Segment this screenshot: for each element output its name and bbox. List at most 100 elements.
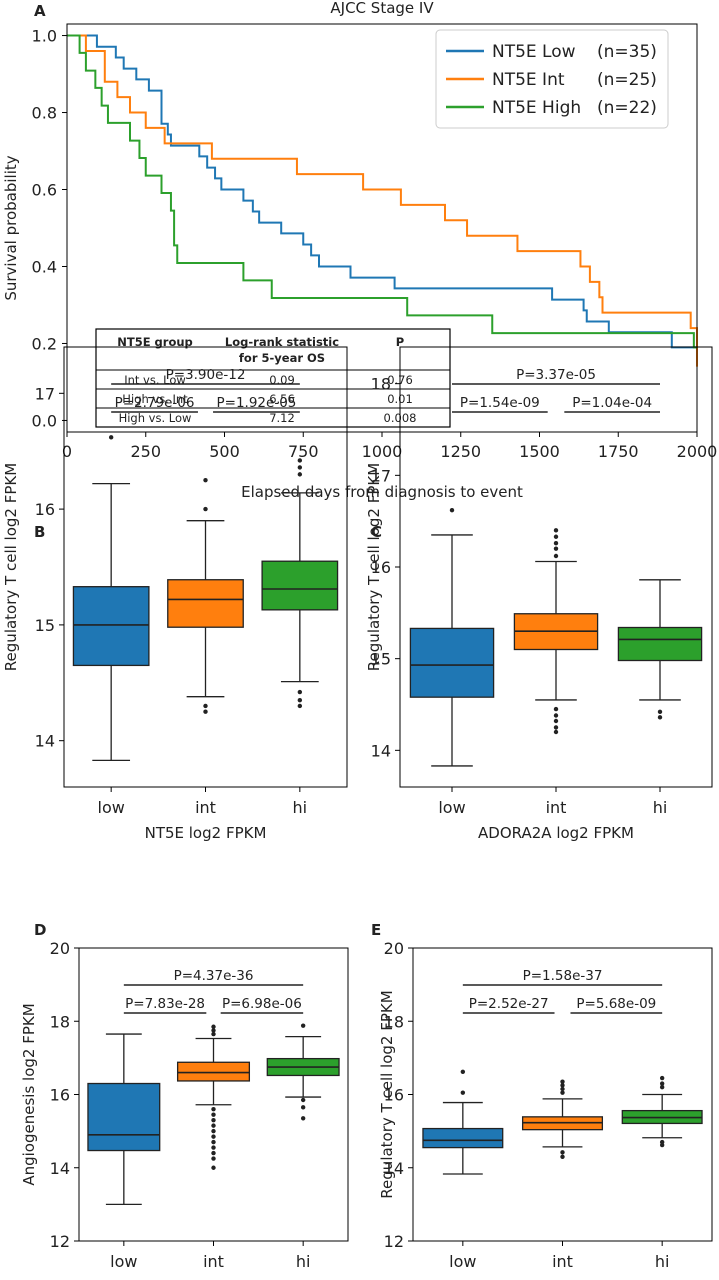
legend: NT5E Low (n=35) NT5E Int (n=25) NT5E High (n=… xyxy=(435,29,669,129)
legend-label: NT5E Int xyxy=(492,70,565,90)
outlier-point xyxy=(553,706,559,712)
box-low xyxy=(72,435,150,762)
y-tick-label: 16 xyxy=(50,1086,70,1105)
y-tick-label: 17 xyxy=(371,466,391,485)
outlier-point xyxy=(211,1134,216,1139)
y-axis-label: Regulatory T cell log2 FPKM xyxy=(378,990,396,1198)
table-cell: High vs. Int xyxy=(122,392,188,406)
outlier-point xyxy=(300,1023,306,1028)
y-tick-label: 16 xyxy=(384,1086,404,1105)
outlier-point xyxy=(553,546,559,551)
p-value-label: P=1.04e-04 xyxy=(572,395,652,411)
box-hi xyxy=(617,579,703,720)
p-value-label: P=7.83e-28 xyxy=(125,996,205,1012)
outlier-point xyxy=(659,1084,665,1090)
p-value-label: P=5.68e-09 xyxy=(576,996,656,1012)
x-tick-label: 2000 xyxy=(677,442,718,461)
outlier-point xyxy=(560,1086,565,1092)
outlier-point xyxy=(560,1090,565,1095)
outlier-point xyxy=(553,729,559,735)
outlier-point xyxy=(300,1105,306,1110)
box-iqr xyxy=(72,586,150,667)
y-tick-label: 14 xyxy=(384,1159,404,1178)
legend-box xyxy=(435,29,669,129)
outlier-point xyxy=(211,1165,216,1170)
table-header: P xyxy=(396,335,404,349)
outlier-point xyxy=(211,1106,216,1112)
y-tick-label: 0.6 xyxy=(32,181,57,200)
x-tick-label: int xyxy=(546,798,567,817)
box-iqr xyxy=(167,579,244,628)
box-iqr xyxy=(176,1061,251,1082)
legend-count: (n=25) xyxy=(597,70,657,90)
y-tick-label: 20 xyxy=(50,939,70,958)
box-iqr xyxy=(87,1082,161,1152)
x-axis-label: ADORA2A log2 FPKM xyxy=(136,1278,292,1280)
outlier-point xyxy=(659,1142,665,1148)
outlier-point xyxy=(211,1112,216,1117)
panel-e-boxplot: E P=2.52e-27 P=5.68e-09 P=1.58e-37 12 14 16 18 2… xyxy=(371,921,713,1280)
outlier-point xyxy=(300,1116,306,1121)
outlier-point xyxy=(297,458,303,463)
x-tick-label: hi xyxy=(653,798,668,817)
x-tick-label: hi xyxy=(655,1252,670,1271)
outlier-point xyxy=(560,1150,565,1155)
box-iqr xyxy=(422,1127,504,1149)
panel-d-boxplot: D P=7.83e-28 P=6.98e-06 P=4.37e-36 12 14 16 18 2… xyxy=(20,921,349,1280)
x-tick-label: low xyxy=(449,1252,476,1271)
legend-count: (n=35) xyxy=(597,42,657,62)
y-tick-label: 20 xyxy=(384,939,404,958)
y-tick-label: 1.0 xyxy=(32,27,57,46)
outlier-point xyxy=(203,709,208,714)
y-tick-label: 17 xyxy=(35,384,55,403)
panel-letter: D xyxy=(34,921,46,939)
outlier-point xyxy=(560,1083,565,1088)
outlier-point xyxy=(297,697,303,703)
p-value-label: P=1.54e-09 xyxy=(460,395,540,411)
outlier-point xyxy=(108,435,114,440)
outlier-point xyxy=(297,703,303,709)
outlier-point xyxy=(211,1156,216,1161)
box-int xyxy=(513,528,599,735)
legend-label: NT5E Low xyxy=(492,42,576,62)
y-tick-label: 14 xyxy=(50,1159,70,1178)
panel-b-boxplot: B P=2.79e-06 P=1.92e-05 P=3.90e-12 14 15 16 17 l… xyxy=(2,346,348,842)
x-tick-label: low xyxy=(110,1252,137,1271)
outlier-point xyxy=(659,1081,665,1086)
outlier-point xyxy=(211,1031,216,1037)
survival-curve-nt5e-int xyxy=(67,34,698,367)
x-axis-label: NT5E log2 FPKM xyxy=(145,824,267,842)
x-tick-label: 1250 xyxy=(440,442,481,461)
outlier-point xyxy=(553,553,559,559)
y-tick-label: 0.4 xyxy=(32,257,57,276)
table-header: NT5E group xyxy=(117,335,193,349)
y-tick-label: 12 xyxy=(384,1232,404,1251)
y-tick-label: 16 xyxy=(371,558,391,577)
outlier-point xyxy=(211,1139,216,1145)
legend-count: (n=22) xyxy=(597,98,657,118)
y-axis-label: Regulatory T cell log2 FPKM xyxy=(2,463,20,671)
y-tick-label: 15 xyxy=(35,616,55,635)
table-cell: High vs. Low xyxy=(119,411,192,425)
outlier-point xyxy=(553,713,559,718)
p-value-label: P=3.90e-12 xyxy=(166,367,246,383)
outlier-point xyxy=(659,1075,665,1081)
x-tick-label: hi xyxy=(293,798,308,817)
outlier-point xyxy=(553,528,559,533)
x-tick-label: 500 xyxy=(209,442,240,461)
p-value-label: P=2.52e-27 xyxy=(469,996,549,1012)
box-iqr xyxy=(617,626,703,662)
panel-letter: C xyxy=(371,523,382,541)
table-header: for 5-year OS xyxy=(239,351,325,365)
x-tick-label: 1000 xyxy=(362,442,403,461)
panel-letter: A xyxy=(34,2,46,20)
p-value-label: P=1.58e-37 xyxy=(523,968,603,984)
survival-curve-nt5e-low xyxy=(67,34,697,349)
y-axis-label: Regulatory T cell log2 FPKM xyxy=(365,463,383,671)
legend-label: NT5E High xyxy=(492,98,581,118)
chart-title: AJCC Stage IV xyxy=(330,0,434,17)
p-value-label: P=6.98e-06 xyxy=(222,996,302,1012)
box-int xyxy=(176,1024,251,1170)
outlier-point xyxy=(449,507,455,513)
